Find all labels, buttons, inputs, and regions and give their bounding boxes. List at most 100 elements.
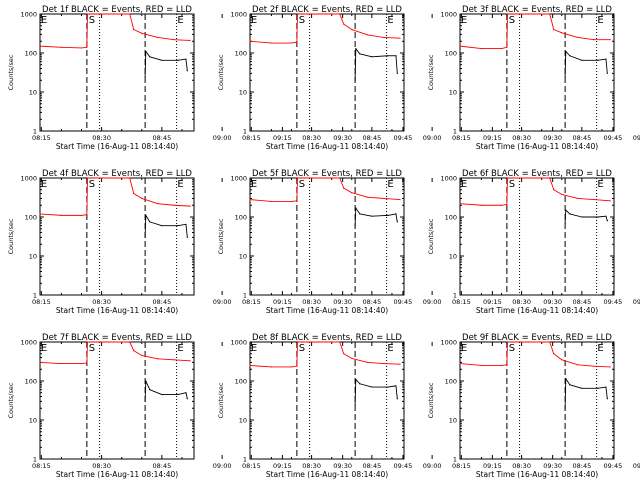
- events-series: [354, 378, 398, 406]
- y-axis-label: Counts/sec: [427, 382, 435, 418]
- y-tick-label: 100: [25, 214, 37, 222]
- x-tick-label: 09:45: [394, 298, 413, 306]
- series-segment: [291, 365, 297, 368]
- series-segment: [549, 341, 555, 354]
- series-segment: [383, 197, 401, 201]
- series-segment: [129, 341, 135, 351]
- series-segment: [561, 359, 578, 366]
- interval-marker-label: E: [461, 343, 467, 354]
- series-segment: [177, 392, 187, 395]
- series-segment: [173, 359, 191, 362]
- series-segment: [387, 213, 397, 216]
- y-tick-label: 1000: [440, 175, 457, 183]
- series-segment: [506, 341, 508, 365]
- interval-marker-label: S: [89, 15, 95, 26]
- lld-series: [249, 341, 401, 368]
- series-segment: [459, 45, 482, 50]
- data-point: [606, 398, 608, 400]
- x-tick-label: 09:30: [543, 298, 562, 306]
- x-tick-label: 08:30: [92, 462, 111, 470]
- series-segment: [506, 177, 508, 205]
- events-series: [564, 50, 608, 78]
- detector-panel-1: Det 1f BLACK = Events, RED = LLD11010010…: [7, 5, 412, 151]
- y-tick-label: 1000: [440, 11, 457, 19]
- x-tick-label: 09:00: [423, 298, 442, 306]
- series-segment: [343, 353, 352, 359]
- series-segment: [564, 51, 567, 77]
- y-axis-label: Counts/sec: [427, 218, 435, 254]
- x-tick-label: 09:15: [483, 462, 502, 470]
- data-point: [189, 205, 191, 207]
- series-segment: [553, 353, 563, 361]
- y-axis-label: Counts/sec: [217, 54, 225, 90]
- data-point: [399, 198, 401, 201]
- series-segment: [367, 361, 384, 365]
- y-axis-label: Counts/sec: [7, 218, 15, 254]
- y-tick-label: 10: [239, 89, 247, 97]
- y-tick-label: 1000: [230, 339, 247, 347]
- series-segment: [177, 58, 187, 61]
- series-segment: [296, 341, 298, 367]
- series-segment: [395, 55, 398, 74]
- y-tick-label: 100: [445, 214, 457, 222]
- y-tick-label: 1: [243, 456, 247, 464]
- x-tick-label: 08:15: [242, 298, 261, 306]
- series-segment: [249, 365, 272, 368]
- events-series: [144, 50, 188, 78]
- series-segment: [355, 207, 361, 215]
- lld-series: [459, 177, 611, 206]
- y-tick-label: 10: [449, 253, 457, 261]
- y-tick-label: 1: [243, 292, 247, 300]
- data-point: [609, 366, 611, 368]
- interval-marker-label: E: [597, 179, 603, 190]
- y-tick-label: 10: [449, 89, 457, 97]
- series-segment: [157, 358, 174, 361]
- interval-marker-label: S: [89, 179, 95, 190]
- series-segment: [561, 193, 578, 199]
- y-tick-label: 100: [235, 378, 247, 386]
- series-segment: [355, 48, 361, 55]
- series-segment: [185, 58, 188, 71]
- interval-marker-label: E: [597, 343, 603, 354]
- interval-marker-label: E: [251, 343, 257, 354]
- series-segment: [157, 37, 174, 41]
- series-segment: [291, 200, 297, 202]
- series-segment: [501, 203, 507, 206]
- series-segment: [506, 13, 508, 48]
- x-tick-label: 09:30: [333, 298, 352, 306]
- y-tick-label: 10: [29, 89, 37, 97]
- detector-panel-9: Det 9f BLACK = Events, RED = LLD 1 10 100 10…: [427, 333, 640, 479]
- interval-marker-label: E: [41, 179, 47, 190]
- interval-marker-label: E: [177, 343, 183, 354]
- x-axis-label: Start Time (16-Aug-11 08:14:40): [266, 142, 388, 151]
- series-segment: [86, 177, 88, 215]
- x-tick-label: 09:00: [633, 298, 640, 306]
- series-segment: [39, 213, 62, 216]
- interval-marker-label: E: [41, 343, 47, 354]
- panel-title: Det 9f BLACK = Events, RED = LLD: [462, 333, 612, 343]
- lld-series: [39, 13, 191, 49]
- x-tick-label: 09:45: [604, 134, 623, 142]
- x-tick-label: 08:45: [362, 134, 381, 142]
- y-tick-label: 1: [453, 456, 457, 464]
- series-segment: [133, 29, 142, 34]
- x-tick-label: 08:30: [512, 134, 531, 142]
- events-series: [144, 380, 188, 402]
- x-tick-label: 09:00: [423, 134, 442, 142]
- series-segment: [395, 385, 398, 399]
- series-segment: [383, 37, 401, 39]
- data-point: [609, 200, 611, 202]
- y-axis-label: Counts/sec: [217, 218, 225, 254]
- series-segment: [173, 204, 191, 207]
- plot-frame: [39, 177, 195, 296]
- x-tick-label: 09:45: [394, 462, 413, 470]
- x-tick-label: 08:15: [452, 134, 471, 142]
- x-tick-label: 09:30: [333, 462, 352, 470]
- series-segment: [145, 51, 151, 58]
- series-segment: [149, 389, 163, 395]
- series-segment: [383, 363, 400, 365]
- x-tick-label: 08:45: [362, 298, 381, 306]
- series-segment: [459, 203, 482, 206]
- x-tick-label: 08:15: [452, 462, 471, 470]
- y-tick-label: 10: [29, 417, 37, 425]
